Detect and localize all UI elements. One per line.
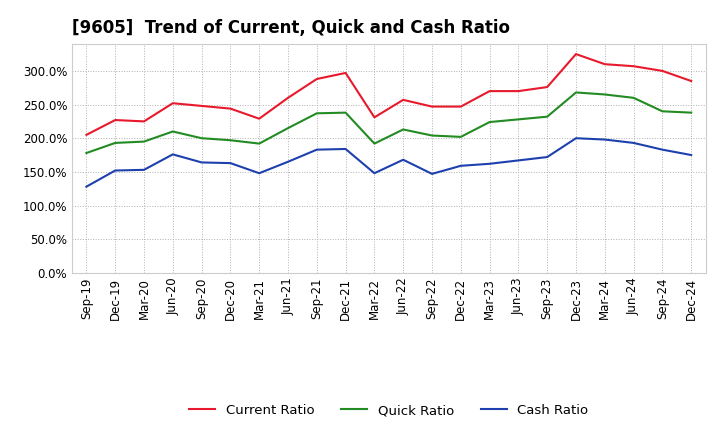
Current Ratio [572,51,580,57]
Quick Ratio [341,110,350,115]
Current Ratio [370,115,379,120]
Current Ratio [197,103,206,109]
Quick Ratio [485,119,494,125]
Cash Ratio [456,163,465,169]
Current Ratio [514,88,523,94]
Current Ratio [226,106,235,111]
Quick Ratio [168,129,177,134]
Quick Ratio [687,110,696,115]
Cash Ratio [428,171,436,176]
Quick Ratio [82,150,91,156]
Text: [9605]  Trend of Current, Quick and Cash Ratio: [9605] Trend of Current, Quick and Cash … [72,19,510,37]
Line: Quick Ratio: Quick Ratio [86,92,691,153]
Current Ratio [140,119,148,124]
Cash Ratio [399,157,408,162]
Quick Ratio [226,138,235,143]
Current Ratio [168,101,177,106]
Cash Ratio [226,161,235,166]
Cash Ratio [111,168,120,173]
Quick Ratio [370,141,379,146]
Line: Current Ratio: Current Ratio [86,54,691,135]
Cash Ratio [82,184,91,189]
Current Ratio [428,104,436,109]
Quick Ratio [312,111,321,116]
Current Ratio [312,77,321,82]
Cash Ratio [312,147,321,152]
Current Ratio [629,63,638,69]
Quick Ratio [514,117,523,122]
Quick Ratio [111,140,120,146]
Cash Ratio [543,154,552,160]
Quick Ratio [428,133,436,138]
Quick Ratio [658,109,667,114]
Cash Ratio [197,160,206,165]
Quick Ratio [255,141,264,146]
Quick Ratio [456,134,465,139]
Current Ratio [543,84,552,90]
Current Ratio [658,68,667,73]
Current Ratio [82,132,91,137]
Cash Ratio [658,147,667,152]
Current Ratio [255,116,264,121]
Quick Ratio [629,95,638,100]
Current Ratio [485,88,494,94]
Line: Cash Ratio: Cash Ratio [86,138,691,187]
Current Ratio [399,97,408,103]
Quick Ratio [600,92,609,97]
Legend: Current Ratio, Quick Ratio, Cash Ratio: Current Ratio, Quick Ratio, Cash Ratio [184,398,594,422]
Cash Ratio [572,136,580,141]
Cash Ratio [514,158,523,163]
Cash Ratio [255,171,264,176]
Cash Ratio [370,171,379,176]
Current Ratio [600,62,609,67]
Cash Ratio [485,161,494,166]
Quick Ratio [543,114,552,119]
Quick Ratio [572,90,580,95]
Cash Ratio [629,140,638,146]
Cash Ratio [687,152,696,158]
Quick Ratio [197,136,206,141]
Current Ratio [456,104,465,109]
Current Ratio [341,70,350,76]
Quick Ratio [140,139,148,144]
Current Ratio [284,95,292,100]
Quick Ratio [284,125,292,131]
Cash Ratio [168,152,177,157]
Cash Ratio [284,159,292,165]
Cash Ratio [600,137,609,142]
Cash Ratio [140,167,148,172]
Quick Ratio [399,127,408,132]
Current Ratio [111,117,120,123]
Current Ratio [687,78,696,84]
Cash Ratio [341,147,350,152]
